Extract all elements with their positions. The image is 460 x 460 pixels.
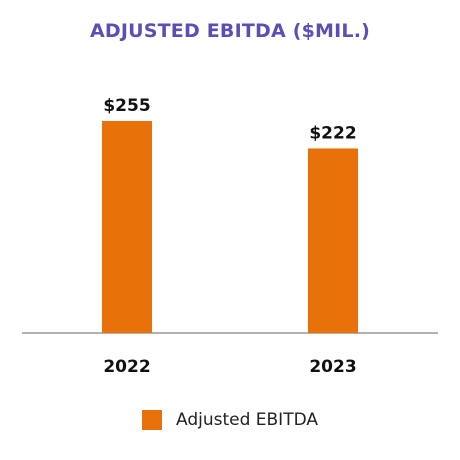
chart-title: ADJUSTED EBITDA ($MIL.): [89, 20, 371, 42]
data-label-2022: $255: [103, 96, 150, 116]
data-label-2023: $222: [309, 123, 356, 143]
legend-swatch: [141, 410, 162, 430]
bar-2023: [308, 148, 358, 333]
chart-legend: Adjusted EBITDA: [0, 410, 460, 430]
x-tick-label-2022: 2022: [103, 357, 150, 377]
legend-label: Adjusted EBITDA: [175, 410, 319, 430]
x-tick-label-2023: 2023: [309, 357, 356, 377]
bar-2022: [102, 121, 152, 333]
